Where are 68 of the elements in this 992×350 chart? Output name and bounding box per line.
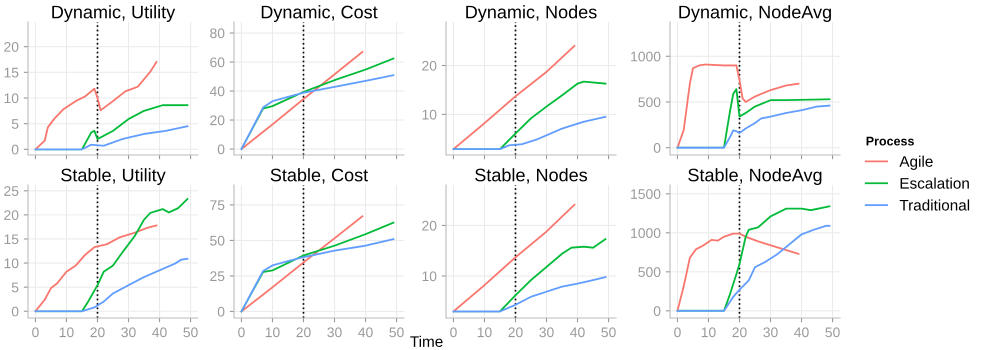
legend-label: Traditional xyxy=(900,199,970,211)
y-tick-label: 0 xyxy=(218,306,224,317)
x-tick-label: 10 xyxy=(60,327,74,338)
y-tick-label: 1000 xyxy=(631,228,660,238)
x-tick-label: 40 xyxy=(152,327,167,338)
y-tick-label: 25 xyxy=(210,271,224,282)
legend-label: Escalation xyxy=(900,178,969,189)
y-tick-label: 5 xyxy=(12,282,18,292)
y-tick-label: 5 xyxy=(12,119,18,129)
x-tick-label: 0 xyxy=(32,327,39,338)
x-tick-label: 10 xyxy=(266,327,280,338)
y-tick-label: 1000 xyxy=(631,52,660,62)
y-tick-label: 10 xyxy=(4,258,18,268)
y-tick-label: 0 xyxy=(12,144,18,155)
y-tick-label: 40 xyxy=(210,86,224,96)
chart-title: Dynamic, NodeAvg xyxy=(679,5,831,22)
y-tick-label: 10 xyxy=(4,93,18,104)
x-tick-label: 40 xyxy=(570,327,585,338)
x-tick-label: 0 xyxy=(674,327,681,338)
legend-title: Process xyxy=(866,136,914,146)
legend-label: Agile xyxy=(899,156,933,170)
y-tick-label: 75 xyxy=(210,200,224,210)
chart-title: Stable, Utility xyxy=(61,168,166,185)
y-tick-label: 500 xyxy=(638,97,660,108)
x-tick-label: 20 xyxy=(732,327,747,338)
chart-title: Dynamic, Nodes xyxy=(466,5,597,22)
x-tick-label: 30 xyxy=(327,327,342,338)
x-tick-label: 40 xyxy=(358,327,373,338)
x-tick-label: 20 xyxy=(508,327,523,338)
chart-title: Dynamic, Utility xyxy=(52,5,176,22)
y-tick-label: 10 xyxy=(422,271,436,282)
y-tick-label: 0 xyxy=(654,143,660,153)
y-tick-label: 25 xyxy=(4,186,18,196)
x-tick-label: 40 xyxy=(794,327,809,338)
y-tick-label: 0 xyxy=(218,144,224,154)
y-tick-label: 60 xyxy=(210,57,224,68)
y-tick-label: 20 xyxy=(4,42,18,52)
y-tick-label: 0 xyxy=(12,306,18,316)
x-tick-label: 0 xyxy=(450,327,457,338)
chart-title: Dynamic, Cost xyxy=(262,5,378,22)
x-tick-label: 20 xyxy=(296,327,311,338)
chart-title: Stable, Cost xyxy=(270,168,368,184)
y-tick-label: 20 xyxy=(422,60,436,71)
y-tick-label: 1500 xyxy=(631,189,660,199)
x-tick-label: 20 xyxy=(90,327,105,338)
chart-title: Stable, NodeAvg xyxy=(688,168,822,185)
chart-title: Stable, Nodes xyxy=(475,168,588,184)
y-tick-label: 15 xyxy=(4,68,18,78)
x-tick-label: 50 xyxy=(601,327,616,338)
x-tick-label: 30 xyxy=(763,327,778,338)
y-tick-label: 20 xyxy=(422,220,436,231)
x-tick-label: 50 xyxy=(183,327,198,338)
x-tick-label: 50 xyxy=(825,327,840,338)
x-tick-label: 30 xyxy=(539,327,554,338)
y-tick-label: 80 xyxy=(210,28,224,38)
x-tick-label: 30 xyxy=(121,327,136,338)
y-tick-label: 500 xyxy=(638,267,660,277)
x-axis-title: Time xyxy=(410,336,443,347)
x-tick-label: 0 xyxy=(238,327,245,338)
y-tick-label: 0 xyxy=(654,306,660,316)
x-tick-label: 10 xyxy=(702,327,716,338)
y-tick-label: 20 xyxy=(210,115,224,126)
y-tick-label: 20 xyxy=(4,210,18,220)
y-tick-label: 15 xyxy=(4,234,18,244)
x-tick-label: 10 xyxy=(478,327,492,338)
y-tick-label: 10 xyxy=(422,110,436,120)
x-tick-label: 50 xyxy=(389,327,404,338)
y-tick-label: 50 xyxy=(210,236,224,246)
